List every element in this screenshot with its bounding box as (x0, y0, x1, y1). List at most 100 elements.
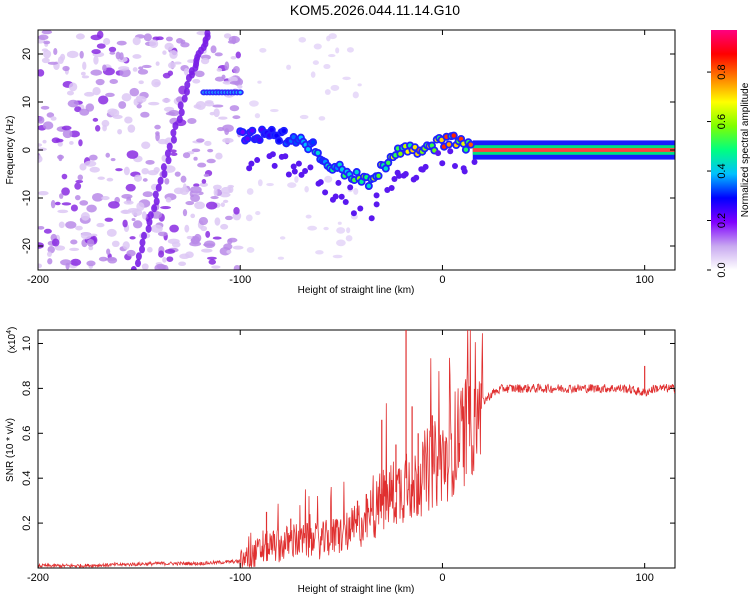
streak-blob (170, 128, 177, 137)
noise-blob (201, 248, 213, 253)
line-scatter-blob (342, 199, 349, 206)
noise-blob (225, 215, 233, 221)
noise-blob (95, 124, 101, 132)
noise-blob (115, 168, 123, 172)
noise-blob (167, 62, 176, 69)
noise-blob (141, 141, 151, 150)
line-blob-core (446, 142, 452, 147)
noise-blob (162, 72, 171, 79)
line-scatter-blob (347, 184, 354, 191)
line-blob-core (463, 147, 469, 152)
noise-blob (162, 264, 169, 270)
colorbar-label: Normalized spectral amplitude (740, 82, 750, 217)
noise-blob (154, 81, 161, 86)
line-blob-core (451, 133, 456, 138)
line-blob-core (274, 133, 279, 138)
noise-blob (43, 228, 52, 234)
streak-blob (172, 122, 179, 130)
streak-blob (160, 163, 167, 172)
noise-blob (229, 80, 241, 85)
line-blob-core (245, 136, 250, 141)
streak-blob (157, 176, 164, 185)
noise-blob (216, 67, 223, 72)
noise-blob (68, 82, 78, 92)
noise-blob (227, 40, 237, 44)
colorbar: 0.0 0.2 0.4 0.6 0.8 Normalized spectral ampl… (707, 30, 750, 278)
line-scatter-blob (248, 160, 255, 167)
streak-blob (164, 149, 171, 158)
line-scatter-blob (350, 210, 357, 217)
noise-blob (187, 59, 195, 64)
noise-blob (165, 111, 176, 116)
line-scatter-blob (451, 162, 458, 169)
noise-blob (192, 78, 201, 84)
noise-blob (162, 256, 167, 263)
noise-blob (328, 33, 337, 40)
noise-blob (141, 167, 149, 175)
noise-blob (318, 116, 326, 121)
streak-blob (176, 115, 183, 124)
upper-tone-core (238, 91, 242, 94)
top-y-axis: 20 10 0 -10 -20 (21, 48, 675, 254)
noise-blob (116, 40, 127, 46)
chart-title: KOM5.2026.044.11.14.G10 (290, 2, 460, 18)
noise-blob (83, 91, 95, 97)
bottom-y-axis-label: SNR (10 * v/v) (5, 418, 16, 482)
noise-blob (66, 90, 74, 96)
line-blob-core (257, 137, 262, 143)
line-blob-core (366, 183, 372, 189)
noise-blob (70, 258, 82, 266)
line-scatter-blob (271, 162, 278, 169)
noise-blob (182, 209, 188, 217)
noise-blob (230, 56, 237, 60)
noise-blob (129, 87, 140, 97)
noise-blob (74, 106, 82, 113)
noise-blob (246, 246, 255, 253)
line-blob-core (354, 169, 359, 175)
noise-blob (38, 263, 43, 269)
noise-blob (92, 192, 104, 202)
noise-blob (53, 48, 58, 55)
noise-blob (232, 115, 241, 120)
noise-blob (145, 159, 155, 165)
noise-blob (201, 178, 207, 184)
noise-blob (204, 140, 212, 146)
noise-blob (89, 154, 98, 161)
colorbar-tick-label: 0.0 (716, 262, 728, 277)
noise-blob (118, 101, 127, 109)
noise-blob (171, 241, 181, 248)
noise-blob (198, 217, 209, 226)
noise-blob (109, 51, 116, 55)
streak-blob (151, 204, 158, 213)
noise-blob (101, 196, 110, 201)
noise-blob (38, 143, 43, 147)
noise-blob (166, 256, 174, 262)
noise-blob (299, 114, 309, 120)
noise-blob (57, 141, 63, 147)
line-scatter-blob (298, 171, 305, 178)
noise-blob (323, 64, 331, 70)
noise-blob (332, 254, 343, 259)
noise-blob (190, 213, 196, 219)
noise-blob (62, 129, 73, 139)
noise-blob (254, 113, 261, 119)
noise-blob (330, 84, 340, 91)
noise-blob (98, 95, 109, 105)
noise-blob (129, 236, 136, 240)
noise-blob (346, 227, 351, 234)
noise-blob (229, 105, 240, 112)
noise-blob (133, 174, 142, 182)
noise-blob (212, 104, 224, 108)
noise-blob (126, 249, 136, 257)
noise-blob (164, 178, 170, 185)
noise-blob (324, 89, 331, 95)
noise-blob (227, 238, 233, 245)
noise-blob (133, 98, 139, 106)
noise-blob (122, 241, 130, 250)
noise-blob (182, 152, 191, 159)
noise-blob (170, 152, 178, 157)
snr-plot-area (38, 330, 675, 568)
line-band-core (472, 148, 675, 152)
noise-blob (38, 190, 49, 196)
y-tick-label: 0.6 (21, 426, 33, 441)
